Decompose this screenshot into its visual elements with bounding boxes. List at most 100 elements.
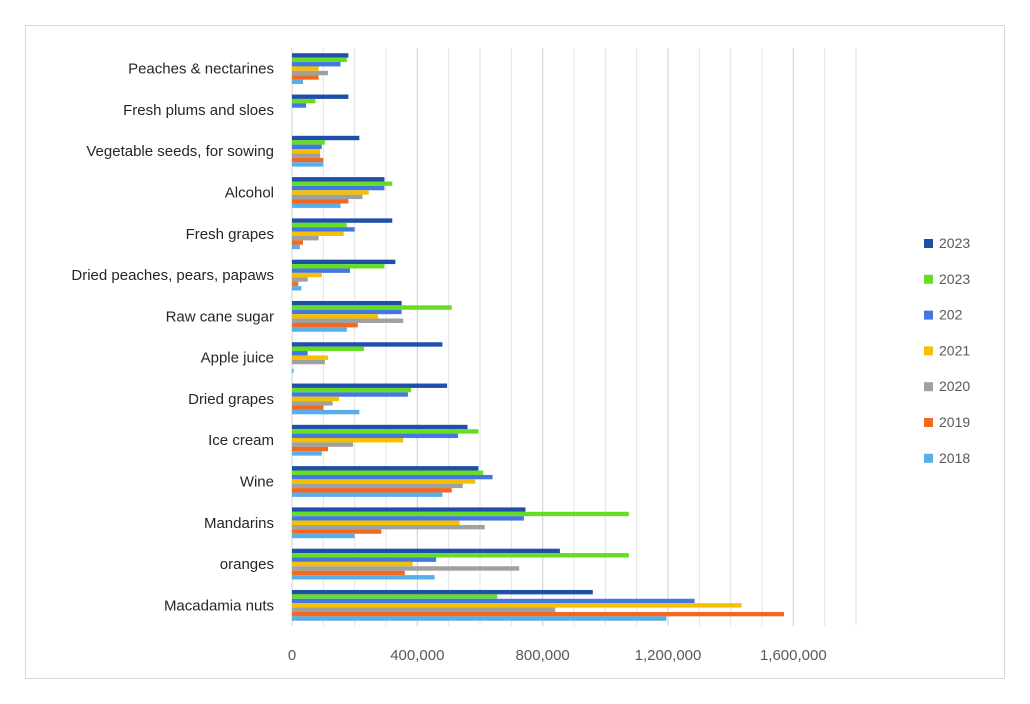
bar [292,79,303,85]
bar [292,194,363,200]
bar [292,516,524,521]
bar [292,98,316,104]
bar [292,451,322,456]
bar [292,57,347,63]
bar [292,103,307,108]
bar [292,66,319,71]
bar [292,181,393,186]
bar [292,314,379,319]
bar [292,533,355,539]
bar-chart: Macadamia nuts oranges Mandarins Wine Ice cr… [71,48,970,664]
bar [292,259,396,265]
bar [292,185,385,191]
bar [292,277,308,282]
bar [292,305,452,310]
bar [292,511,629,517]
bar [292,318,404,323]
category-label: Alcohol [225,185,274,202]
legend-swatch [924,346,933,356]
category-label: Apple juice [201,350,274,367]
x-tick-labels: 0 400,000 800,000 1,200,000 1,600,000 [288,647,827,664]
legend-swatch [924,418,933,427]
bar [292,272,322,278]
legend-label: 2021 [939,342,970,358]
category-label: Ice cream [208,432,274,449]
category-label: Macadamia nuts [164,597,274,614]
bar [292,424,468,430]
bar [292,438,404,443]
bar [292,589,593,595]
bar [292,231,344,236]
bar [292,524,485,530]
legend-swatch [924,274,933,284]
bar [292,570,405,576]
category-label: Fresh grapes [186,226,274,243]
bar [292,429,479,434]
bar [292,507,526,512]
bar [292,177,385,182]
bar [292,218,393,223]
bar [292,598,695,604]
legend-label: 2023 [939,271,970,287]
bar [292,470,484,475]
bar [292,70,329,76]
bar [292,483,463,489]
legend-swatch [924,453,933,463]
legend-swatch [924,239,933,248]
bar [292,387,412,393]
bar [292,466,479,471]
category-label: Fresh plums and sloes [123,102,274,119]
bar [292,405,324,410]
bar [292,309,402,315]
bar [292,144,322,150]
bar [292,359,325,365]
bar [292,300,402,306]
bar [292,240,303,245]
legend-swatch [924,310,933,320]
bar [292,607,556,612]
legend-label: 2020 [939,378,970,394]
bar [292,199,349,204]
bar [292,322,358,328]
bar [292,264,385,269]
bar [292,396,339,402]
legend: 2023 2023 202 2021 2020 2019 2018 [924,235,970,466]
bar [292,492,443,497]
bar [292,529,382,534]
bar [292,557,437,562]
category-label: Mandarins [204,515,274,532]
bar [292,392,408,397]
bar [292,235,319,241]
bar [292,203,341,208]
x-tick-label: 1,200,000 [635,647,702,664]
legend-label: 2018 [939,450,970,466]
bar [292,135,360,141]
x-tick-label: 400,000 [390,647,444,664]
chart-frame: Macadamia nuts oranges Mandarins Wine Ice cr… [25,25,1005,679]
bar [292,566,520,571]
bar [292,268,350,273]
bar [292,281,299,287]
bar [292,446,329,452]
bar [292,575,435,580]
bar [292,479,476,484]
category-label: oranges [220,556,274,573]
bar [292,190,369,195]
x-tick-label: 1,600,000 [760,647,827,664]
bar [292,346,365,352]
category-label: Wine [240,474,274,491]
bar [292,594,498,599]
category-label: Raw cane sugar [166,308,274,325]
bar [292,520,460,525]
bar [292,433,459,439]
x-tick-label: 0 [288,647,296,664]
bar [292,140,325,145]
gridlines [291,48,857,626]
bar [292,53,349,58]
bar [292,442,354,447]
bar [292,162,324,167]
bars [292,53,784,621]
category-label: Dried peaches, pears, papaws [71,267,274,284]
bar [292,157,324,163]
bar [292,342,443,347]
